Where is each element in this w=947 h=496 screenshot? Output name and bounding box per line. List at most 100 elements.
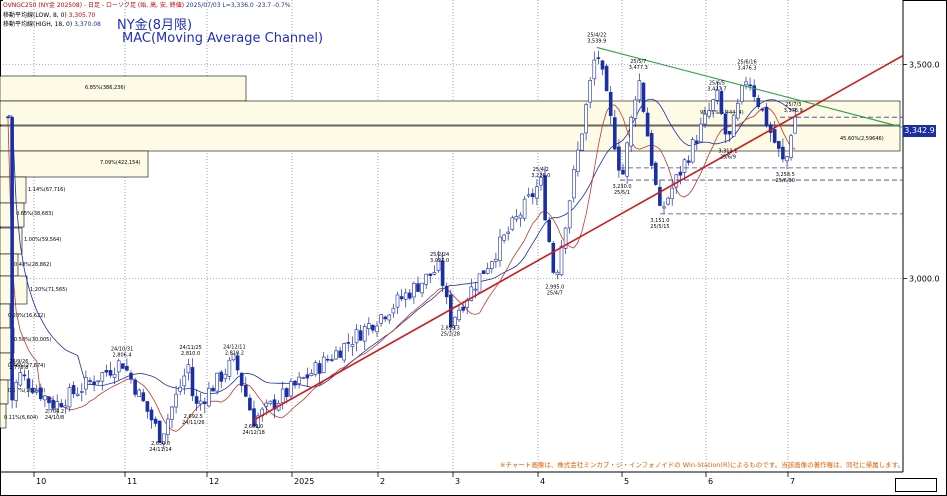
candle-body — [682, 159, 687, 173]
candle-body — [539, 177, 543, 186]
volume-profile-label: 45.60%(2,59646) — [840, 136, 884, 142]
date-box[interactable] — [895, 478, 937, 492]
candle-body — [748, 84, 752, 87]
candle-body — [252, 408, 256, 427]
candle-body — [772, 129, 777, 143]
ma-low-legend: 移動平均線(LOW, 8, 0) 3,305.70 — [3, 12, 95, 19]
candle-body — [96, 380, 100, 383]
price-annotation-value: 2,704.2 — [45, 409, 64, 415]
candle-body — [116, 360, 121, 373]
candle-body — [248, 397, 252, 411]
candle-body — [244, 384, 248, 397]
x-tick-label: 3 — [455, 477, 460, 486]
candle-body — [559, 245, 564, 276]
x-tick-label: 12 — [209, 477, 219, 486]
x-tick-label: 5 — [624, 477, 629, 486]
candle-body — [453, 316, 457, 326]
price-annotation-value: 2,806.4 — [113, 352, 132, 358]
price-annotation-value: 3,313.1 — [718, 148, 737, 154]
candle-body — [51, 400, 55, 409]
candle-body — [563, 227, 568, 249]
price-annotation-value: 2,810.0 — [181, 351, 200, 357]
candle-body — [297, 376, 301, 384]
price-annotation-date: 24/12/18 — [242, 430, 264, 436]
candle-body — [592, 59, 597, 80]
candle-body — [219, 371, 223, 382]
candle-body — [92, 381, 96, 385]
candle-body — [375, 325, 379, 333]
x-tick-label: 2025 — [294, 477, 314, 486]
candle-body — [162, 433, 166, 445]
candle-body — [80, 391, 84, 393]
chart-subtitle: MAC(Moving Average Channel) — [122, 31, 324, 46]
price-annotation-value: 3,258.5 — [776, 172, 795, 178]
candle-body — [71, 385, 76, 395]
candle-body — [789, 135, 793, 158]
candle-body — [674, 174, 679, 188]
candle-body — [612, 117, 617, 150]
candle-body — [723, 113, 728, 135]
candle-body — [379, 314, 383, 324]
symbol-line: OVNGC250 (NY金 202508) - 日足 - ローソク足 (始, 高… — [3, 2, 185, 9]
candle-body — [473, 288, 478, 291]
candle-body — [366, 323, 371, 330]
candle-body — [22, 374, 27, 377]
candle-body — [190, 367, 195, 397]
ma-low-line — [7, 104, 796, 432]
candle-body — [194, 396, 199, 404]
price-annotation-date: 25/4/2 — [533, 167, 549, 173]
candle-body — [26, 378, 31, 389]
candle-body — [764, 106, 769, 127]
price-annotation-value: 2,995.0 — [545, 285, 564, 291]
candle-body — [494, 258, 498, 262]
candle-body — [444, 285, 449, 298]
candle-body — [133, 379, 137, 395]
candle-body — [518, 214, 523, 219]
candle-body — [514, 216, 519, 220]
candle-body — [641, 82, 646, 112]
candle-body — [436, 259, 441, 271]
candle-body — [280, 388, 285, 403]
ma-high-legend: 移動平均線(HIGH, 18, 0) 3,370.08 — [3, 21, 101, 28]
candle-body — [424, 273, 429, 285]
candle-body — [182, 375, 187, 387]
candle-body — [104, 370, 109, 373]
volume-profile-label: 0.27%(16,148) — [8, 388, 45, 394]
candle-body — [342, 343, 347, 361]
candle-body — [522, 198, 527, 219]
symbol-header: OVNGC250 (NY金 202508) - 日足 - ローソク足 (始, 高… — [3, 2, 290, 9]
candle-body — [727, 130, 732, 135]
candle-body — [358, 330, 363, 341]
candle-body — [440, 260, 445, 286]
price-annotation-value: 2,810.2 — [225, 351, 244, 357]
candle-body — [321, 356, 326, 374]
candle-body — [412, 283, 416, 298]
candle-body — [256, 415, 260, 428]
price-annotation-date: 24/10/8 — [45, 415, 64, 421]
candle-body — [428, 273, 433, 276]
volume-profile-label: 0.46%(27,674) — [8, 363, 45, 369]
candle-body — [334, 350, 338, 360]
candle-body — [125, 366, 129, 371]
candle-body — [731, 114, 736, 137]
candle-body — [744, 81, 748, 86]
candle-body — [317, 363, 322, 374]
candle-body — [543, 175, 547, 221]
price-annotation-date: 24/11/26 — [182, 420, 204, 426]
candle-body — [469, 286, 474, 301]
price-annotation-value: 3,226.0 — [531, 173, 550, 179]
candle-body — [215, 372, 219, 392]
ma-low-label: 移動平均線(LOW, 8, 0) — [3, 12, 67, 19]
candle-body — [112, 374, 117, 378]
price-annotation-value: 2,692.5 — [184, 414, 203, 420]
candle-body — [293, 380, 297, 386]
candle-body — [383, 316, 388, 320]
candle-body — [59, 403, 64, 408]
chart-title: NY金(8月限) — [117, 18, 193, 33]
price-annotation-date: 24/12/11 — [223, 345, 245, 351]
candle-body — [604, 65, 609, 92]
candle-body — [305, 374, 310, 379]
candle-body — [149, 409, 154, 421]
candle-body — [338, 350, 342, 358]
price-annotation-value: 3,230.0 — [612, 184, 631, 190]
